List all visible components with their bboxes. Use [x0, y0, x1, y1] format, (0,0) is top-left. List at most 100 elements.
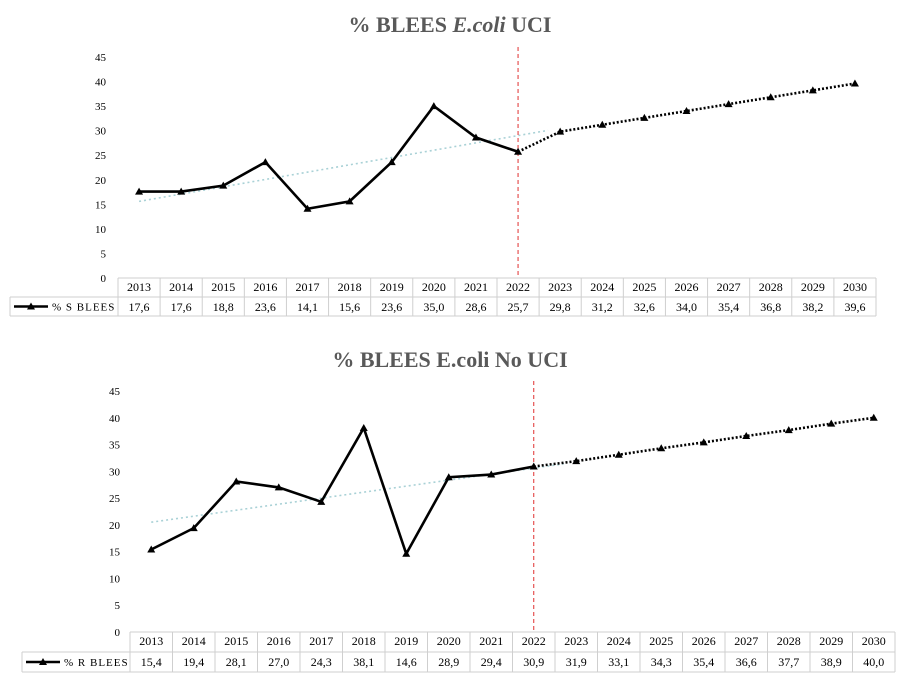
chart2-series-line-observed [150, 424, 534, 558]
chart2-data-point [827, 419, 836, 427]
chart2-data-point [572, 457, 581, 465]
chart2-table-value: 38,1 [353, 655, 374, 669]
chart1-ytick-label: 0 [101, 273, 107, 285]
chart2-category-label: 2026 [692, 634, 716, 648]
chart1-category-label: 2027 [717, 280, 741, 294]
chart1-table-value: 39,6 [844, 300, 865, 314]
chart1-ytick-label: 35 [95, 101, 107, 113]
chart2-data-point [317, 497, 326, 505]
chart1-data-point [682, 107, 691, 115]
chart2-data-point [487, 470, 496, 478]
chart1-data-point [429, 102, 438, 110]
chart1-series-line-observed [139, 104, 519, 211]
chart1-ytick-label: 45 [95, 52, 107, 64]
chart2-ytick-label: 0 [115, 627, 121, 639]
chart1-series-line-projected [517, 82, 856, 153]
chart2-table-value: 14,6 [396, 655, 417, 669]
chart2-category-label: 2014 [182, 634, 206, 648]
chart1-table-value: 35,4 [718, 300, 739, 314]
chart2-category-label: 2016 [267, 634, 291, 648]
chart2-category-label: 2021 [479, 634, 503, 648]
chart2-ytick-label: 5 [115, 600, 121, 612]
chart2-table-value: 40,0 [863, 655, 884, 669]
chart1-category-label: 2019 [380, 280, 404, 294]
chart2-data-point [699, 438, 708, 446]
chart2-table-value: 33,1 [608, 655, 629, 669]
chart2-table-value: 34,3 [651, 655, 672, 669]
chart1-data-point [345, 197, 354, 205]
chart2-category-label: 2025 [649, 634, 673, 648]
chart2-data-point [402, 549, 411, 557]
chart2-data-point [784, 426, 793, 434]
chart2-ytick-label: 40 [109, 413, 121, 425]
chart1-category-label: 2020 [422, 280, 446, 294]
chart1-table-value: 35,0 [423, 300, 444, 314]
chart2-legend-marker [39, 658, 47, 665]
chart2-data-point [189, 524, 198, 532]
chart1-data-point [598, 120, 607, 128]
chart1-table-value: 23,6 [255, 300, 276, 314]
chart2-table-value: 19,4 [183, 655, 204, 669]
chart2-data-point [529, 462, 538, 470]
chart1-category-label: 2022 [506, 280, 530, 294]
chart1-data-point [514, 147, 523, 155]
chart1-category-label: 2030 [843, 280, 867, 294]
chart1-category-label: 2013 [127, 280, 151, 294]
chart1-legend-marker [27, 302, 35, 310]
chart1-trendline [138, 129, 549, 203]
chart2-data-point [742, 431, 751, 439]
chart2-category-label: 2018 [352, 634, 376, 648]
chart2-data-point [359, 423, 368, 431]
chart2-table-value: 28,1 [226, 655, 247, 669]
chart1-data-point [261, 158, 270, 166]
chart1-data-point [219, 181, 228, 189]
chart2-ytick-label: 10 [109, 573, 121, 585]
chart1-category-label: 2024 [590, 280, 614, 294]
chart1-data-point [556, 127, 565, 135]
chart2-category-label: 2017 [309, 634, 333, 648]
chart2-ytick-label: 45 [109, 386, 121, 398]
chart1-category-label: 2028 [759, 280, 783, 294]
chart1-category-label: 2023 [548, 280, 572, 294]
chart1-title-part2: E.coli [452, 12, 506, 37]
chart2-data-point [274, 483, 283, 491]
chart2-data-table [21, 631, 896, 673]
chart2-category-label: 2020 [437, 634, 461, 648]
chart1-ytick-label: 10 [95, 224, 107, 236]
chart2-data-point [657, 444, 666, 452]
chart1-data-table [9, 277, 877, 317]
chart1-ytick-label: 5 [101, 248, 107, 260]
chart1-category-label: 2026 [675, 280, 699, 294]
chart1-table-value: 23,6 [381, 300, 402, 314]
chart2-ytick-label: 15 [109, 547, 121, 559]
chart2-category-label: 2030 [862, 634, 886, 648]
chart1-category-label: 2018 [338, 280, 362, 294]
chart1-table-value: 38,2 [802, 300, 823, 314]
chart1-data-point [808, 86, 817, 94]
chart1-table-value: 17,6 [129, 300, 150, 314]
chart1-table-value: 25,7 [508, 300, 529, 314]
chart1-data-point [850, 79, 859, 87]
chart1-category-label: 2015 [211, 280, 235, 294]
chart1-ytick-label: 30 [95, 126, 107, 138]
chart2-table-value: 15,4 [141, 655, 162, 669]
chart1-ytick-label: 20 [95, 175, 107, 187]
chart1-legend-label: % S BLEES [52, 302, 115, 314]
chart2-data-point [232, 477, 241, 485]
chart2-series-line-projected [533, 416, 874, 468]
chart2-data-point [869, 413, 878, 421]
chart2-ytick-label: 20 [109, 520, 121, 532]
chart2-data-point [614, 450, 623, 458]
chart2-data-point [444, 473, 453, 481]
chart1-category-label: 2016 [253, 280, 277, 294]
chart2-category-label: 2015 [224, 634, 248, 648]
chart1-data-point [135, 187, 144, 195]
chart1-category-label: 2021 [464, 280, 488, 294]
chart1-data-point [640, 113, 649, 121]
chart1-table-value: 29,8 [550, 300, 571, 314]
chart2-legend-label: % R BLEES [64, 657, 129, 669]
chart1-data-point [766, 93, 775, 101]
chart1-data-point [177, 187, 186, 195]
